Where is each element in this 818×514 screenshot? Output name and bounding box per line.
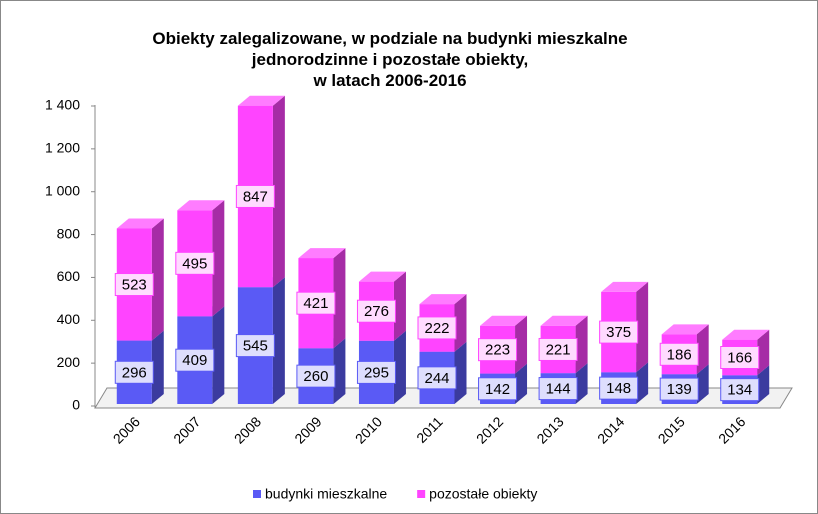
data-label: 244 [424, 370, 449, 387]
data-label: 421 [303, 295, 328, 312]
data-label-box [720, 346, 760, 369]
bar-face [298, 248, 346, 259]
data-label: 296 [122, 364, 147, 381]
data-label-box [356, 299, 396, 323]
y-tick-label: 600 [57, 268, 81, 284]
data-label: 409 [182, 352, 207, 369]
bar-face [151, 218, 164, 341]
data-label-box [235, 334, 275, 358]
bar-face [540, 315, 588, 326]
bar-face [636, 362, 649, 404]
data-label: 375 [606, 324, 631, 341]
data-label: 295 [364, 364, 389, 381]
data-label-box [417, 316, 457, 340]
data-label: 221 [546, 341, 571, 358]
data-label: 545 [243, 338, 268, 355]
data-label-box [599, 376, 639, 400]
data-label: 166 [727, 349, 752, 366]
y-tick-label: 1 400 [45, 97, 80, 113]
bar-face [696, 324, 709, 375]
data-label: 222 [424, 320, 449, 337]
bar-face [696, 364, 709, 404]
data-label-box [478, 338, 518, 362]
bar-face [757, 365, 770, 404]
bar-face [575, 363, 588, 404]
y-tick-label: 400 [57, 311, 81, 327]
bar-face [454, 341, 467, 404]
bar-face [515, 363, 528, 404]
data-label: 276 [364, 303, 389, 320]
bar-face [636, 281, 649, 373]
data-label-box [659, 342, 699, 366]
data-label: 523 [122, 277, 147, 294]
bar-face [212, 306, 225, 404]
bar-face [333, 248, 346, 349]
legend-swatch [253, 490, 261, 498]
data-label: 186 [667, 346, 692, 363]
y-tick-label: 1 200 [45, 140, 80, 156]
y-tick-label: 200 [57, 354, 81, 370]
bar-face [272, 95, 285, 288]
data-label: 142 [485, 381, 510, 398]
bar-face [358, 271, 406, 282]
data-label: 223 [485, 342, 510, 359]
y-tick-label: 0 [72, 397, 80, 413]
bar-face [515, 315, 528, 374]
chart-title: Obiekty zalegalizowane, w podziale na bu… [152, 29, 628, 90]
data-label-box [659, 377, 699, 401]
bar-face [116, 218, 164, 229]
data-label: 139 [667, 381, 692, 398]
data-label: 144 [546, 381, 571, 398]
data-label-box [114, 273, 154, 297]
data-label: 260 [303, 368, 328, 385]
data-label-box [356, 360, 396, 384]
bar-face [661, 324, 709, 335]
y-tick-label: 1 000 [45, 182, 80, 198]
bar-face [177, 200, 225, 211]
data-label: 134 [727, 382, 752, 399]
bar-face [601, 281, 649, 292]
bar-face [757, 329, 770, 376]
bar-face [151, 330, 164, 404]
legend-swatch [417, 490, 426, 498]
data-label-box [235, 184, 275, 208]
bar-face [212, 200, 225, 317]
data-label-box [114, 360, 154, 384]
data-label: 148 [606, 380, 631, 397]
bar-face [393, 271, 406, 341]
data-label-box [720, 378, 760, 402]
legend-label: budynki mieszkalne [265, 486, 387, 502]
bar-face [480, 315, 528, 326]
data-label-box [175, 251, 215, 275]
bar-face [333, 338, 346, 404]
bar-face [722, 329, 770, 340]
data-label: 847 [243, 188, 268, 205]
data-label-box [296, 291, 336, 315]
data-label-box [478, 377, 518, 401]
data-label-box [599, 320, 639, 344]
bar-face [454, 294, 467, 352]
bar-face [272, 277, 285, 404]
bar-face [237, 95, 285, 106]
bar-face [393, 330, 406, 404]
legend-label: pozostałe obiekty [429, 486, 537, 502]
data-label-box [296, 364, 336, 388]
data-label-box [538, 337, 578, 361]
y-tick-label: 800 [57, 225, 81, 241]
bar-face [419, 294, 467, 305]
data-label-box [175, 348, 215, 372]
bar-face [575, 315, 588, 374]
data-label-box [417, 366, 457, 390]
data-label: 495 [182, 255, 207, 272]
data-label-box [538, 377, 578, 401]
